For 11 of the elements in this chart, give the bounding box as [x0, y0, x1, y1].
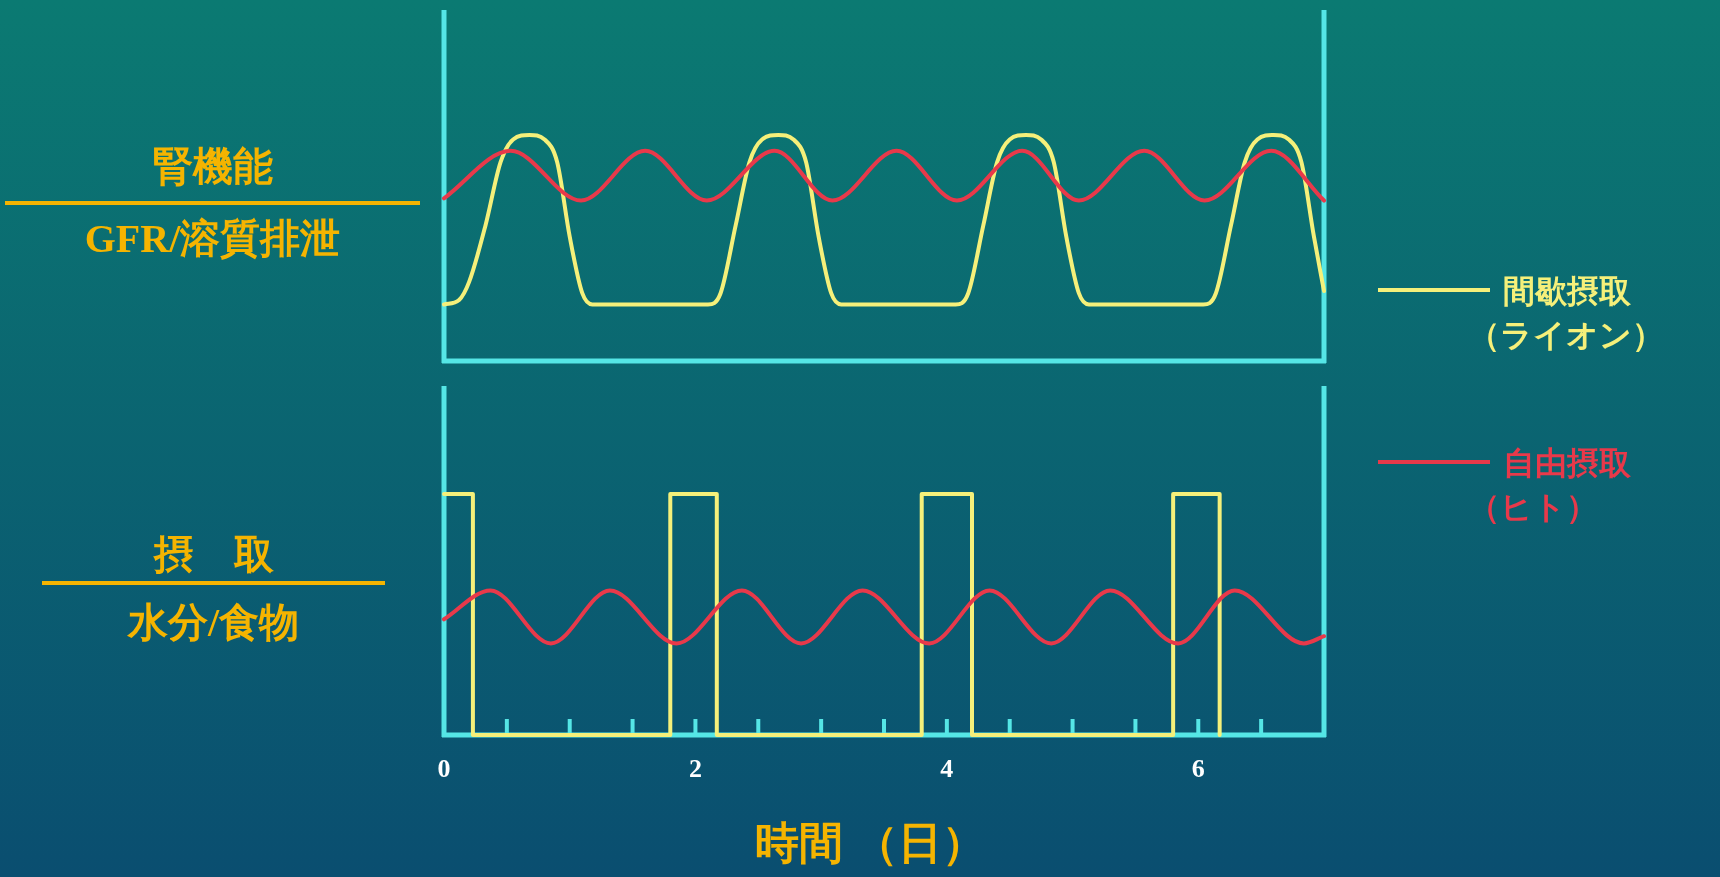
y-axis-title: 摂 取	[152, 532, 274, 577]
text: 水分/食物	[125, 600, 300, 645]
legend-label: 間歇摂取（ライオン）	[1468, 273, 1664, 353]
text: GFR/溶質排泄	[84, 216, 341, 261]
legend-label: 自由摂取（ヒト）	[1468, 445, 1632, 525]
y-axis-title: 腎機能	[152, 144, 273, 189]
x-tick-label: 4	[940, 754, 954, 783]
x-tick-label: 0	[437, 754, 451, 783]
x-tick-label: 6	[1191, 754, 1205, 783]
x-axis-title: 時間 （日）	[754, 819, 986, 868]
x-tick-label: 2	[688, 754, 702, 783]
